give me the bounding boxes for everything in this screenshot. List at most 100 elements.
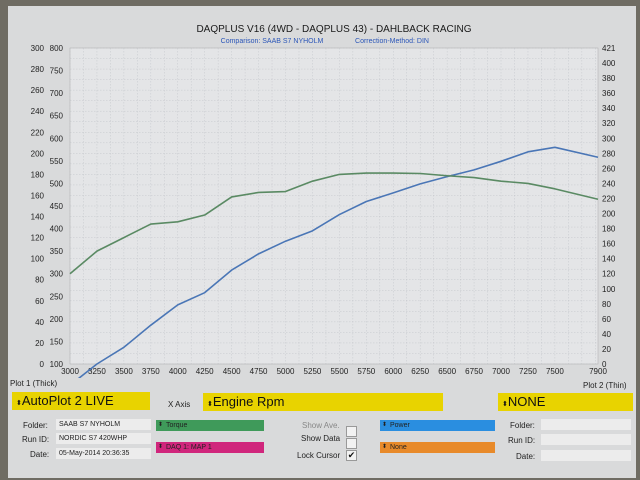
left-outer-tick-label: 180: [31, 170, 45, 179]
left-inner-tick-label: 600: [50, 134, 64, 143]
map-chip-label: DAQ 1: MAP 1: [166, 444, 212, 451]
show-data-label: Show Data: [301, 434, 341, 443]
right-tick-label: 60: [602, 315, 611, 324]
right-tick-label: 100: [602, 285, 616, 294]
left-inner-tick-label: 200: [50, 315, 64, 324]
left-outer-tick-label: 100: [31, 255, 45, 264]
left-inner-tick-label: 750: [50, 67, 64, 76]
right-tick-label: 360: [602, 89, 616, 98]
right-tick-label: 20: [602, 345, 611, 354]
folder-field[interactable]: SAAB S7 NYHOLM: [56, 419, 151, 430]
left-outer-tick-label: 220: [31, 128, 45, 137]
x-tick-label: 3500: [115, 367, 133, 376]
x-tick-label: 7900: [589, 367, 607, 376]
date2-field[interactable]: [541, 450, 631, 461]
runid2-field[interactable]: [541, 434, 631, 445]
spinner-icon: ⬍: [158, 444, 164, 450]
left-inner-tick-label: 400: [50, 225, 64, 234]
plot1-select[interactable]: ⬍AutoPlot 2 LIVE: [12, 392, 150, 410]
x-tick-label: 5250: [304, 367, 322, 376]
correction-label: Correction-Method: DIN: [355, 38, 429, 45]
power-chip[interactable]: ⬍ Power: [380, 420, 495, 431]
plot1-label: Plot 1 (Thick): [10, 379, 58, 388]
folder2-label: Folder:: [510, 421, 535, 430]
x-tick-label: 3750: [142, 367, 160, 376]
right-tick-label: 0: [602, 360, 607, 369]
right-tick-label: 300: [602, 134, 616, 143]
right-tick-label: 340: [602, 104, 616, 113]
spinner-icon: ⬍: [502, 401, 508, 408]
left-outer-tick-label: 20: [35, 339, 44, 348]
date-label: Date:: [30, 450, 50, 459]
map-chip[interactable]: ⬍ DAQ 1: MAP 1: [156, 442, 264, 453]
left-inner-tick-label: 500: [50, 179, 64, 188]
dyno-printout: DAQPLUS V16 (4WD - DAQPLUS 43) - DAHLBAC…: [8, 6, 636, 478]
folder2-field[interactable]: [541, 419, 631, 430]
check-mark-icon: ✔: [347, 450, 356, 460]
xaxis-select[interactable]: ⬍Engine Rpm: [203, 393, 443, 411]
runid-field[interactable]: NORDIC S7 420WHP: [56, 433, 151, 444]
left-outer-tick-label: 200: [31, 149, 45, 158]
left-inner-tick-label: 550: [50, 157, 64, 166]
right-tick-label: 400: [602, 59, 616, 68]
show-ave-checkbox[interactable]: [346, 426, 357, 437]
spinner-icon: ⬍: [158, 422, 164, 428]
right-tick-label: 40: [602, 330, 611, 339]
x-tick-label: 6500: [438, 367, 456, 376]
torque-chip[interactable]: ⬍ Torque: [156, 420, 264, 431]
x-tick-label: 6000: [384, 367, 402, 376]
torque-chip-label: Torque: [166, 422, 188, 429]
left-inner-axis: 100 150 200 250 300 350 400 450 500 550 600 650 700 7…: [50, 44, 64, 369]
left-outer-tick-label: 40: [35, 318, 44, 327]
left-outer-tick-label: 260: [31, 86, 45, 95]
left-outer-tick-label: 280: [31, 65, 45, 74]
xaxis-value: Engine Rpm: [212, 394, 285, 409]
left-inner-tick-label: 100: [50, 360, 64, 369]
left-outer-tick-label: 240: [31, 107, 45, 116]
series-line-power: [77, 146, 599, 378]
spinner-icon: ⬍: [207, 401, 213, 408]
folder-label: Folder:: [23, 421, 48, 430]
show-ave-label: Show Ave.: [302, 421, 340, 430]
right-tick-label: 200: [602, 210, 616, 219]
plot2-select[interactable]: ⬍NONE: [498, 393, 633, 411]
runid-label: Run ID:: [22, 435, 50, 444]
x-tick-label: 7000: [492, 367, 510, 376]
right-tick-label: 240: [602, 179, 616, 188]
show-data-checkbox[interactable]: [346, 438, 357, 449]
x-tick-label: 7500: [546, 367, 564, 376]
chart-title: DAQPLUS V16 (4WD - DAQPLUS 43) - DAHLBAC…: [196, 24, 471, 35]
lock-cursor-label: Lock Cursor: [297, 451, 341, 460]
date-field[interactable]: 05-May-2014 20:36:35: [56, 448, 151, 459]
right-tick-label: 220: [602, 194, 616, 203]
right-tick-label: 80: [602, 300, 611, 309]
lock-cursor-checkbox[interactable]: ✔: [346, 450, 357, 461]
left-inner-tick-label: 700: [50, 89, 64, 98]
power-chip-label: Power: [390, 422, 410, 429]
left-inner-tick-label: 800: [50, 44, 64, 53]
right-tick-label: 140: [602, 255, 616, 264]
left-outer-tick-label: 120: [31, 234, 45, 243]
xaxis-label: X Axis: [168, 400, 191, 409]
left-inner-tick-label: 350: [50, 247, 64, 256]
spinner-icon: ⬍: [382, 422, 388, 428]
right-tick-label: 180: [602, 225, 616, 234]
left-inner-tick-label: 300: [50, 270, 64, 279]
right-axis: 0 20 40 60 80 100 120 140 160 180 200 220 240 260 280 3…: [602, 44, 616, 369]
series-lines: [69, 146, 599, 378]
comparison-label: Comparison: SAAB S7 NYHOLM: [221, 38, 324, 45]
x-tick-label: 3250: [88, 367, 106, 376]
x-tick-label: 4500: [223, 367, 241, 376]
left-inner-tick-label: 650: [50, 112, 64, 121]
none-chip[interactable]: ⬍ None: [380, 442, 495, 453]
x-tick-label: 5000: [277, 367, 295, 376]
left-outer-tick-label: 160: [31, 191, 45, 200]
right-tick-label: 280: [602, 149, 616, 158]
right-tick-label: 380: [602, 74, 616, 83]
left-outer-tick-label: 0: [40, 360, 45, 369]
right-tick-label: 160: [602, 240, 616, 249]
left-outer-axis: 0 20 40 60 80 100 120 140 160 180 200 220 240 260 280 3…: [31, 44, 45, 369]
left-outer-tick-label: 80: [35, 276, 44, 285]
left-inner-tick-label: 150: [50, 337, 64, 346]
x-tick-label: 7250: [519, 367, 537, 376]
